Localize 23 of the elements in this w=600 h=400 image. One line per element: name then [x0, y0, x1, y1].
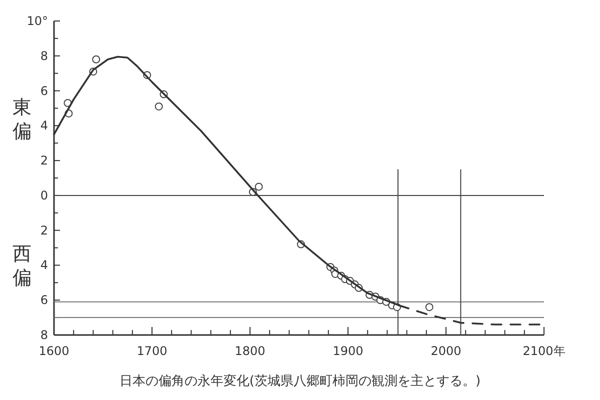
text: 日本の偏角の永年変化(茨城県八郷町柿岡の観測を主とする。)	[119, 373, 481, 389]
point	[92, 55, 100, 64]
y-tick-label: 0	[40, 188, 48, 202]
x-tick-label: 1900	[332, 344, 364, 358]
y-tick-label: 2	[40, 223, 48, 238]
text: 西偏	[12, 242, 32, 289]
y-tick-label: 4	[40, 258, 48, 272]
y-tick-label: 4	[40, 118, 48, 133]
y-tick-label: 2	[40, 154, 48, 168]
y-tick-label: 8	[40, 328, 48, 342]
x-tick-label: 1600	[38, 344, 70, 358]
y-tick-label: 10°	[26, 14, 48, 28]
point	[254, 182, 263, 191]
x-tick-label: 1800	[234, 344, 266, 358]
x-tick-label: 2000	[430, 344, 462, 358]
x-tick-label: 2100年	[522, 344, 566, 358]
text: 東偏	[12, 96, 32, 142]
y-tick-label: 6	[40, 293, 48, 308]
x-tick-label: 1700	[136, 344, 168, 358]
y-tick-label: 6	[40, 84, 48, 98]
y-tick-label: 8	[40, 48, 48, 63]
point	[425, 303, 434, 312]
point	[154, 102, 163, 110]
